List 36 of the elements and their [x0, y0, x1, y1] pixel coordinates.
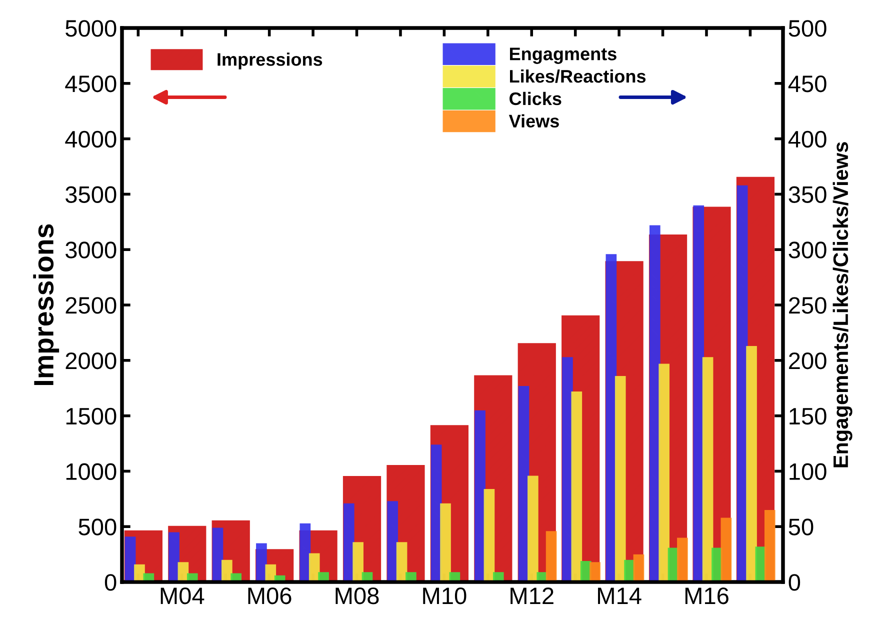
legend-label: Engagments [510, 48, 616, 64]
y2-tick-label: 100 [790, 463, 826, 480]
y-axis-title: Impressions [33, 224, 60, 385]
y2-tick-label: 50 [788, 518, 814, 536]
legend-label: Views [508, 114, 559, 128]
y-tick-label: 4000 [65, 130, 116, 148]
y-tick-label: 1500 [66, 408, 116, 425]
y2-tick-label: 150 [790, 408, 826, 425]
y-tick-label: 5000 [66, 20, 116, 37]
x-tick-label: M16 [685, 587, 728, 604]
y2-tick-label: 300 [788, 242, 826, 258]
y-tick-label: 500 [78, 518, 116, 536]
y2-tick-label: 400 [788, 130, 826, 148]
x-tick-label: M14 [598, 588, 642, 604]
x-tick-label: M08 [336, 587, 379, 604]
y2-tick-label: 0 [788, 574, 800, 591]
legend-label: Clicks [510, 92, 562, 106]
legend-label: Impressions [218, 52, 322, 70]
y-tick-label: 3000 [66, 242, 116, 258]
y2-axis-title: Engagements/Likes/Clicks/Views [832, 142, 852, 468]
x-tick-label: M10 [423, 587, 466, 604]
y2-tick-label: 200 [789, 352, 826, 370]
x-tick-label: M06 [248, 587, 292, 604]
x-tick-label: M12 [510, 587, 554, 604]
y2-tick-label: 250 [789, 297, 826, 314]
y-tick-label: 3500 [66, 186, 116, 203]
y2-tick-label: 500 [788, 20, 826, 37]
y-tick-label: 1000 [66, 463, 116, 480]
y-tick-label: 2500 [66, 297, 116, 314]
legend-label: Likes/Reactions [510, 69, 646, 83]
y-tick-label: 4500 [65, 75, 116, 92]
y-tick-label: 2000 [66, 352, 116, 370]
y2-tick-label: 450 [788, 75, 826, 92]
y-tick-label: 0 [104, 574, 116, 591]
y2-tick-label: 350 [788, 186, 826, 203]
x-tick-label: M04 [160, 587, 204, 604]
